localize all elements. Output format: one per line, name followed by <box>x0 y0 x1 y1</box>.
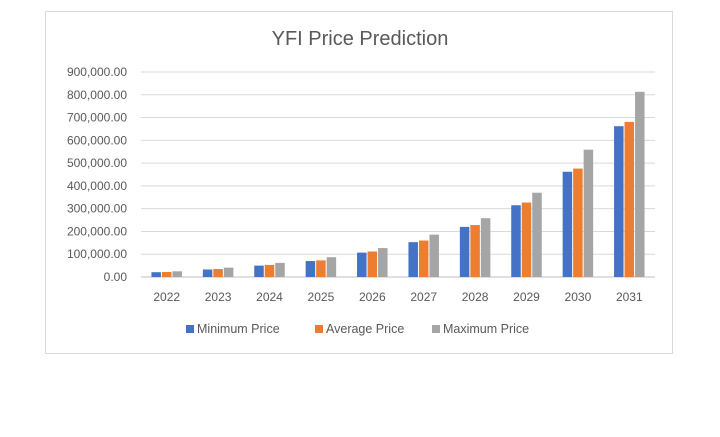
chart-title: YFI Price Prediction <box>272 28 449 50</box>
bar <box>254 265 264 277</box>
bar <box>408 242 418 277</box>
bar <box>275 262 285 277</box>
bar <box>521 202 532 277</box>
bar <box>172 271 182 277</box>
y-tick-label: 300,000.00 <box>67 202 127 216</box>
bar <box>202 269 213 277</box>
bar <box>223 267 234 277</box>
legend-swatch <box>432 325 440 333</box>
bar <box>305 261 316 277</box>
legend-label: Maximum Price <box>443 322 529 336</box>
bar <box>316 260 326 277</box>
legend-label: Average Price <box>326 322 404 336</box>
bar <box>511 205 521 277</box>
x-tick-label: 2026 <box>359 290 386 304</box>
bar <box>470 225 480 277</box>
bar <box>326 257 337 277</box>
bar <box>562 171 573 277</box>
bar <box>635 91 645 277</box>
y-tick-label: 100,000.00 <box>67 247 127 261</box>
y-tick-label: 200,000.00 <box>67 224 127 238</box>
bar <box>367 251 378 277</box>
x-tick-label: 2030 <box>565 290 592 304</box>
x-tick-label: 2024 <box>256 290 283 304</box>
y-tick-label: 400,000.00 <box>67 179 127 193</box>
x-tick-label: 2029 <box>513 290 540 304</box>
y-tick-label: 800,000.00 <box>67 88 127 102</box>
bar <box>573 168 583 277</box>
bar <box>624 121 635 277</box>
bar <box>614 126 624 277</box>
bar <box>583 149 594 277</box>
y-tick-label: 600,000.00 <box>67 133 127 147</box>
x-tick-label: 2023 <box>205 290 232 304</box>
legend-swatch <box>315 325 323 333</box>
x-tick-label: 2022 <box>153 290 180 304</box>
y-tick-label: 700,000.00 <box>67 111 127 125</box>
bar <box>378 248 388 277</box>
x-tick-label: 2027 <box>410 290 437 304</box>
y-tick-label: 500,000.00 <box>67 156 127 170</box>
legend: Minimum Price Average Price Maximum Price <box>186 322 529 336</box>
legend-swatch <box>186 325 194 333</box>
bar <box>161 271 172 277</box>
bar <box>459 226 470 277</box>
x-axis: 2022 2023 2024 2025 2026 2027 2028 2029 2030 2031 <box>153 290 643 304</box>
bar <box>264 264 275 277</box>
bar <box>480 218 491 277</box>
bar <box>429 234 439 277</box>
bar <box>418 240 429 277</box>
legend-label: Minimum Price <box>197 322 280 336</box>
x-tick-label: 2031 <box>616 290 643 304</box>
bar <box>532 192 542 277</box>
bar <box>357 252 367 277</box>
y-tick-label: 0.00 <box>104 270 128 284</box>
y-axis: 0.00 100,000.00 200,000.00 300,000.00 400,00… <box>67 65 127 284</box>
x-tick-label: 2025 <box>308 290 335 304</box>
bar <box>213 269 223 277</box>
bar <box>151 272 161 277</box>
bars <box>151 91 645 277</box>
y-tick-label: 900,000.00 <box>67 65 127 79</box>
x-tick-label: 2028 <box>462 290 489 304</box>
